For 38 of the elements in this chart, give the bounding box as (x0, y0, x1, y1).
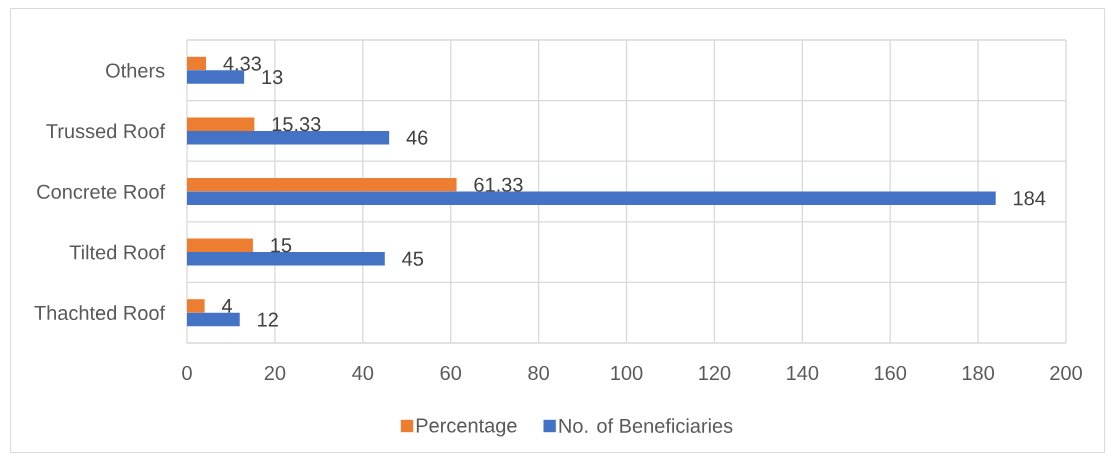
bar (187, 238, 253, 253)
x-tick-label: 160 (875, 365, 907, 381)
data-label: 184 (1014, 191, 1046, 206)
bar (187, 312, 240, 327)
x-tick-label: 80 (528, 365, 549, 381)
y-tick-label: Thachted Roof (34, 305, 166, 321)
bar (187, 299, 205, 313)
bar (187, 70, 245, 84)
x-tick-label: 100 (611, 365, 643, 381)
y-tick-label: Others (106, 62, 165, 78)
x-tick-label: 60 (440, 365, 462, 381)
bar (187, 178, 457, 192)
x-tick-label: 140 (787, 365, 819, 381)
data-label: 12 (258, 312, 278, 327)
bar (187, 56, 207, 71)
x-tick-label: 20 (264, 365, 286, 381)
x-tick-label: 0 (182, 365, 192, 381)
bar (187, 130, 390, 145)
data-label: 61.33 (474, 177, 523, 192)
y-tick-label: Concrete Roof (37, 184, 166, 199)
data-label: 15.33 (272, 117, 321, 132)
data-label: 4 (221, 299, 232, 313)
data-label: 13 (262, 69, 283, 85)
legend-label: Percentage (416, 418, 517, 437)
x-tick-label: 180 (962, 365, 995, 381)
data-label: 46 (406, 130, 428, 145)
bar (187, 117, 255, 131)
bar (187, 252, 385, 266)
legend-label: No. of Beneficiaries (559, 418, 733, 433)
data-label: 15 (271, 238, 292, 253)
x-tick-label: 120 (699, 365, 731, 381)
data-label: 4.33 (223, 56, 261, 71)
x-tick-label: 40 (352, 365, 374, 381)
y-tick-label: Tilted Roof (69, 244, 166, 260)
x-tick-label: 200 (1050, 365, 1082, 381)
y-tick-label: Trussed Roof (46, 123, 166, 139)
data-label: 45 (402, 251, 424, 266)
bar (187, 191, 996, 205)
